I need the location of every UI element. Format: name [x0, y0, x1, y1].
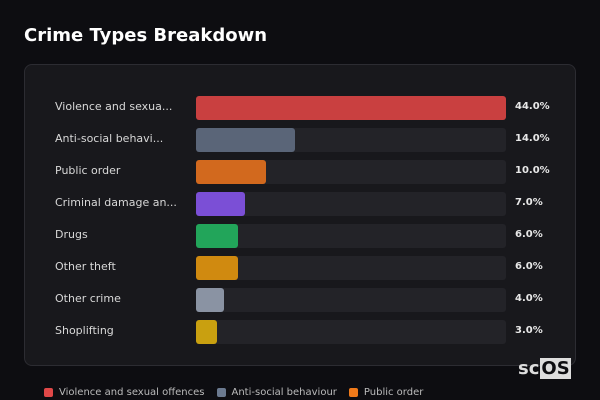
category-label: Other theft: [55, 260, 116, 273]
legend-swatch: [216, 388, 226, 397]
bar-row: Shoplifting 3.0%: [25, 320, 577, 344]
bar-row: Public order 10.0%: [25, 160, 577, 184]
bar-track: [196, 128, 506, 152]
category-label: Public order: [55, 164, 121, 177]
value-label: 44.0%: [515, 101, 550, 112]
value-label: 6.0%: [515, 261, 543, 272]
category-label: Violence and sexua...: [55, 100, 173, 113]
bar-row: Anti-social behavi... 14.0%: [25, 128, 577, 152]
bar-track: [196, 192, 506, 216]
bar-track: [196, 160, 506, 184]
bar-row: Other crime 4.0%: [25, 288, 577, 312]
legend-label: Violence and sexual offences: [59, 387, 205, 398]
legend-item[interactable]: Violence and sexual offences: [44, 387, 205, 398]
bar: [196, 96, 506, 120]
bar-track: [196, 288, 506, 312]
value-label: 10.0%: [515, 165, 550, 176]
bar: [196, 288, 225, 312]
category-label: Anti-social behavi...: [55, 132, 164, 145]
value-label: 6.0%: [515, 229, 543, 240]
bar-row: Other theft 6.0%: [25, 256, 577, 280]
legend: Violence and sexual offences Anti-social …: [44, 387, 423, 398]
chart-card: Violence and sexua... 44.0% Anti-social b…: [24, 64, 576, 366]
legend-label: Public order: [363, 387, 424, 398]
legend-swatch: [44, 388, 53, 397]
category-label: Criminal damage an...: [55, 196, 177, 209]
legend-item[interactable]: Public order: [348, 387, 424, 398]
bar-track: [196, 96, 506, 120]
bar-track: [196, 224, 506, 248]
bar-track: [196, 256, 506, 280]
bar: [196, 160, 267, 184]
scos-logo: sc OS: [518, 358, 571, 379]
bar-track: [196, 320, 506, 344]
value-label: 3.0%: [515, 325, 543, 336]
bar-row: Violence and sexua... 44.0%: [25, 96, 577, 120]
bar-row: Drugs 6.0%: [25, 224, 577, 248]
legend-label: Anti-social behaviour: [231, 387, 337, 398]
legend-swatch: [348, 388, 358, 397]
bar: [196, 320, 218, 344]
value-label: 7.0%: [515, 197, 543, 208]
legend-item[interactable]: Anti-social behaviour: [216, 387, 337, 398]
category-label: Drugs: [55, 228, 88, 241]
category-label: Other crime: [55, 292, 121, 305]
value-label: 14.0%: [515, 133, 550, 144]
category-label: Shoplifting: [55, 324, 114, 337]
bar-row: Criminal damage an... 7.0%: [25, 192, 577, 216]
bar: [196, 192, 246, 216]
value-label: 4.0%: [515, 293, 543, 304]
chart-title: Crime Types Breakdown: [24, 25, 268, 46]
bar: [196, 128, 295, 152]
bar: [196, 256, 239, 280]
bar: [196, 224, 239, 248]
